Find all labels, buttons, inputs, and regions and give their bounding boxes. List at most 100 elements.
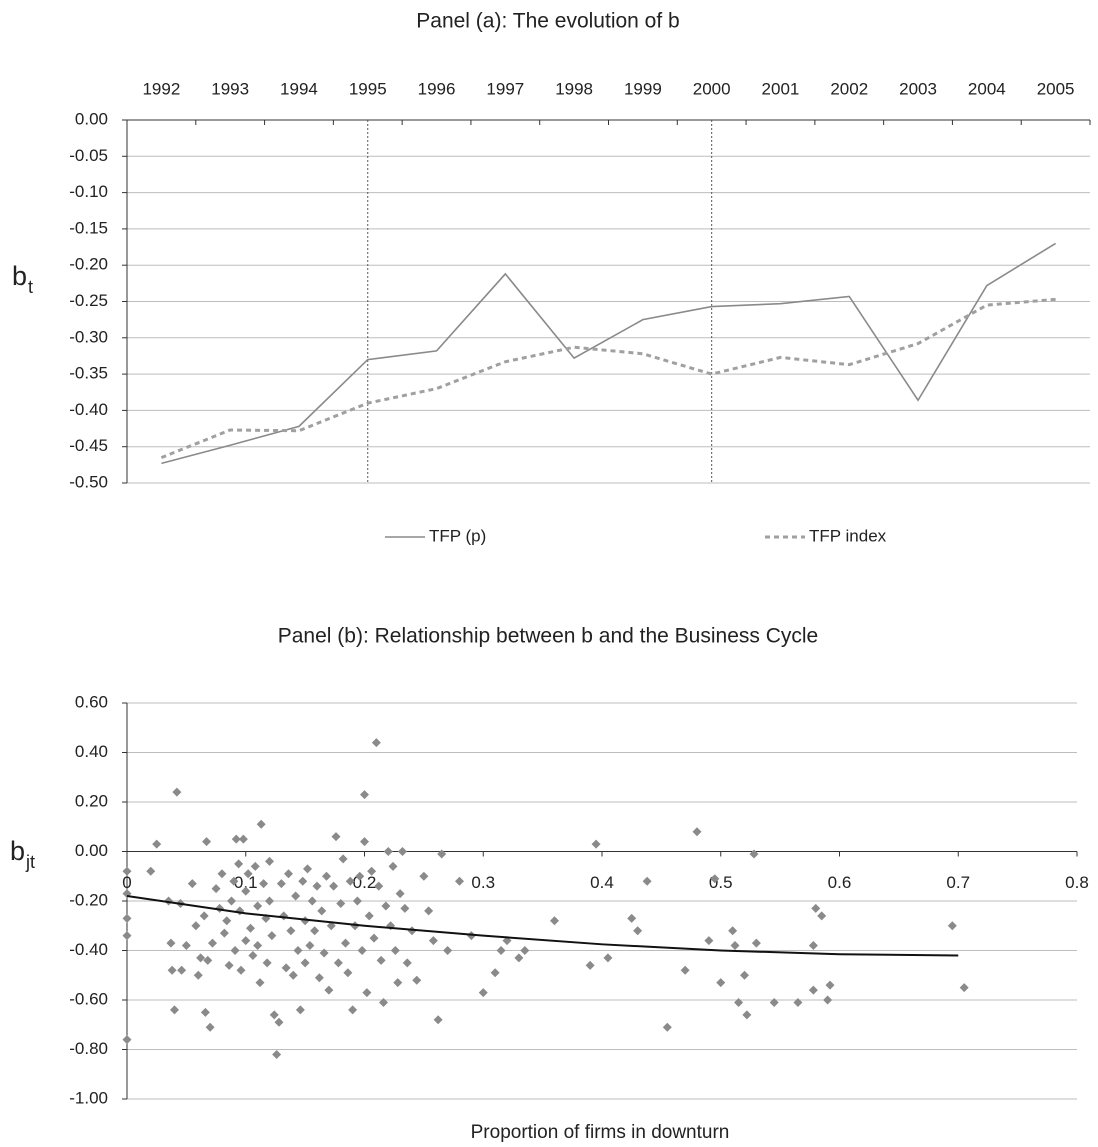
scatter-point (248, 950, 258, 960)
scatter-point (400, 903, 410, 913)
scatter-point (122, 931, 132, 941)
scatter-point (200, 1007, 210, 1017)
scatter-point (823, 995, 833, 1005)
x-tick-label: 1996 (418, 79, 456, 98)
scatter-point (402, 958, 412, 968)
y-tick-label: -0.15 (69, 218, 108, 237)
scatter-point (293, 946, 303, 955)
scatter-point (808, 985, 818, 995)
scatter-point (199, 911, 209, 921)
scatter-point (662, 1022, 672, 1032)
x-tick-label: 0.7 (946, 873, 970, 892)
x-tick-label: 0 (122, 873, 131, 892)
scatter-point (379, 997, 388, 1007)
scatter-point (191, 921, 201, 931)
x-tick-label: 0.8 (1065, 873, 1089, 892)
scatter-point (947, 921, 957, 931)
scatter-point (217, 869, 227, 879)
scatter-point (152, 839, 162, 849)
scatter-point (236, 965, 246, 975)
scatter-point (286, 926, 296, 936)
scatter-point (728, 926, 738, 936)
scatter-point (341, 938, 350, 948)
scatter-point (279, 911, 289, 921)
y-tick-label: -0.30 (69, 327, 108, 346)
scatter-point (680, 965, 690, 975)
scatter-point (496, 946, 506, 955)
scatter-point (231, 834, 241, 844)
scatter-point (205, 1022, 215, 1032)
scatter-point (412, 975, 422, 985)
scatter-point (262, 958, 272, 968)
scatter-point (388, 861, 398, 871)
scatter-point (122, 866, 132, 876)
scatter-point (376, 955, 386, 965)
y-axis-label: b (10, 836, 25, 866)
scatter-point (692, 827, 702, 837)
x-tick-label: 2002 (830, 79, 868, 98)
y-tick-label: 0.00 (75, 841, 108, 860)
scatter-point (307, 896, 317, 906)
scatter-point (196, 953, 206, 963)
scatter-point (288, 970, 298, 980)
scatter-point (585, 960, 595, 970)
scatter-point (428, 936, 438, 946)
scatter-point (272, 1049, 282, 1059)
x-tick-label: 0.4 (590, 873, 614, 892)
line-series (161, 242, 1057, 465)
scatter-point (371, 738, 381, 748)
y-tick-label: -0.25 (69, 291, 108, 310)
scatter-point (172, 787, 182, 797)
scatter-point (177, 965, 187, 975)
scatter-point (437, 849, 447, 859)
scatter-point (374, 881, 384, 891)
scatter-point (211, 884, 221, 894)
chart-title: Panel (b): Relationship between b and th… (278, 625, 818, 648)
y-tick-label: -1.00 (69, 1088, 108, 1107)
x-axis-label: Proportion of firms in downturn (471, 1122, 730, 1143)
scatter-point (269, 1010, 279, 1020)
scatter-point (348, 1005, 358, 1015)
y-tick-label: -0.05 (69, 146, 108, 165)
scatter-point (383, 847, 393, 856)
scatter-point (591, 839, 601, 849)
scatter-point (250, 861, 260, 871)
y-tick-label: 0.20 (75, 791, 108, 810)
y-tick-label: -0.20 (69, 255, 108, 274)
scatter-point (740, 970, 749, 980)
scatter-point (716, 978, 726, 988)
scatter-point (281, 963, 291, 973)
scatter-point (314, 973, 324, 983)
scatter-point (343, 968, 353, 978)
legend-label: TFP (p) (429, 526, 486, 545)
scatter-point (360, 837, 369, 847)
scatter-point (322, 871, 331, 881)
scatter-point (398, 847, 407, 856)
scatter-point (808, 941, 818, 951)
scatter-point (704, 936, 714, 946)
scatter-point (490, 968, 500, 978)
scatter-point (419, 871, 429, 881)
scatter-point (324, 985, 334, 995)
y-tick-label: -0.10 (69, 182, 108, 201)
scatter-point (229, 876, 239, 886)
scatter-point (319, 948, 329, 958)
y-tick-label: 0.60 (75, 692, 108, 711)
scatter-point (265, 896, 274, 906)
scatter-point (369, 933, 379, 943)
scatter-point (224, 960, 234, 970)
scatter-point (227, 896, 236, 906)
scatter-point (395, 889, 405, 899)
scatter-point (455, 876, 464, 886)
scatter-point (208, 938, 217, 948)
scatter-point (241, 936, 251, 946)
legend-label: TFP index (809, 526, 887, 545)
y-axis-label-sub: jt (25, 852, 35, 872)
scatter-point (241, 886, 251, 896)
x-tick-label: 2004 (968, 79, 1006, 98)
scatter-point (265, 856, 274, 866)
scatter-point (170, 1005, 179, 1015)
scatter-point (478, 988, 488, 998)
scatter-point (769, 997, 779, 1007)
